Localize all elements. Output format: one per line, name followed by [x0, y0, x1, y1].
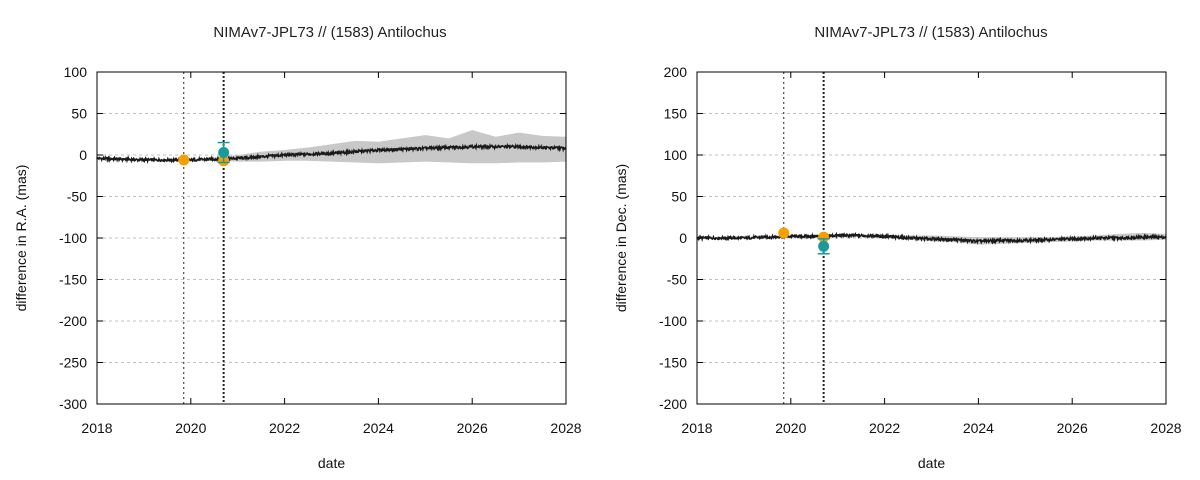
x-tick-label: 2028: [550, 420, 581, 436]
y-tick-label: 0: [79, 147, 87, 163]
y-tick-label: 100: [664, 147, 688, 163]
dec-difference-panel: 200 150 100 50 0 -50 -100 -150 -200 2018 2020 2022 2…: [613, 24, 1182, 471]
x-tick-label: 2018: [81, 420, 112, 436]
y-tick-label: -200: [659, 396, 687, 412]
y-tick-label: 50: [671, 189, 687, 205]
x-tick-label: 2020: [175, 420, 206, 436]
y-tick-label: -250: [59, 355, 87, 371]
observation-point: [818, 231, 830, 243]
y-tick-label: -300: [59, 396, 87, 412]
x-tick-label: 2024: [963, 420, 994, 436]
y-tick-label: -100: [659, 313, 687, 329]
observation-point: [818, 240, 830, 252]
x-tick-label: 2026: [1057, 420, 1088, 436]
y-tick-label: 200: [664, 64, 688, 80]
x-axis-label: date: [318, 455, 345, 471]
x-axis-label: date: [918, 455, 945, 471]
plot-frame: [696, 71, 1167, 405]
y-tick-label: -50: [667, 272, 687, 288]
chart-title: NIMAv7-JPL73 // (1583) Antilochus: [213, 24, 446, 41]
y-tick-label: 150: [664, 106, 688, 122]
y-axis-label: difference in R.A. (mas): [13, 165, 29, 312]
x-tick-label: 2022: [269, 420, 300, 436]
y-tick-label: 50: [71, 106, 87, 122]
observation-point: [778, 227, 790, 239]
observation-point: [218, 147, 230, 159]
ra-difference-panel: 100 50 0 -50 -100 -150 -200 -250 -300 2018 2020 202…: [13, 24, 582, 471]
y-tick-label: -150: [659, 355, 687, 371]
observation-point: [178, 154, 190, 166]
y-tick-label: 0: [679, 230, 687, 246]
x-tick-label: 2024: [363, 420, 394, 436]
mean-difference-line: [696, 231, 1167, 245]
y-tick-label: -100: [59, 230, 87, 246]
chart-title: NIMAv7-JPL73 // (1583) Antilochus: [814, 24, 1047, 41]
y-tick-label: -200: [59, 313, 87, 329]
x-tick-label: 2020: [775, 420, 806, 436]
x-tick-label: 2026: [457, 420, 488, 436]
x-tick-label: 2018: [681, 420, 712, 436]
y-tick-label: -150: [59, 272, 87, 288]
plot-frame: [96, 71, 567, 405]
uncertainty-band: [97, 130, 566, 164]
y-axis-label: difference in Dec. (mas): [613, 164, 629, 312]
y-tick-label: 100: [64, 64, 88, 80]
mean-difference-line: [96, 142, 567, 165]
x-tick-label: 2022: [869, 420, 900, 436]
y-tick-label: -50: [67, 189, 87, 205]
x-tick-label: 2028: [1150, 420, 1181, 436]
